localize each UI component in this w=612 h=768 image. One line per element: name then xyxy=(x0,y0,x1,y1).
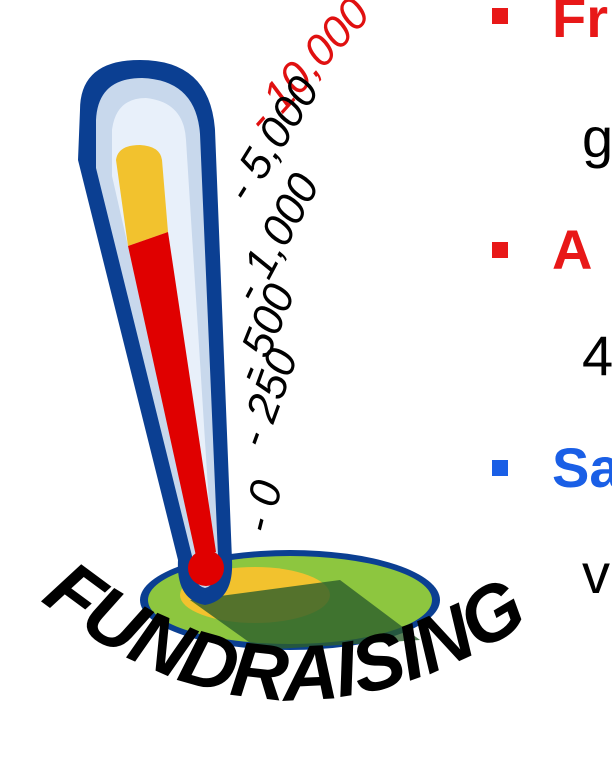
bullet-body: 40 xyxy=(582,324,612,387)
bullet-body: gi xyxy=(582,106,612,169)
bullet-body: ve xyxy=(582,542,612,605)
thermometer-bulb xyxy=(188,550,224,586)
square-bullet-icon xyxy=(492,460,508,476)
square-bullet-icon xyxy=(492,8,508,24)
square-bullet-icon xyxy=(492,242,508,258)
bullet-list: Fr gi A 40 Sa ve xyxy=(492,0,612,768)
mercury-column xyxy=(128,232,216,556)
mercury-top xyxy=(116,145,168,246)
scale-label-0: - 0 xyxy=(232,475,292,537)
thermometer xyxy=(78,60,233,605)
thermometer-scale: - 10,000 - 5,000 - 1,000 - 500 - 250 - 0 xyxy=(215,0,380,537)
bullet-heading: Fr xyxy=(552,0,608,49)
bullet-heading: A xyxy=(552,218,593,281)
bullet-heading: Sa xyxy=(552,436,612,499)
